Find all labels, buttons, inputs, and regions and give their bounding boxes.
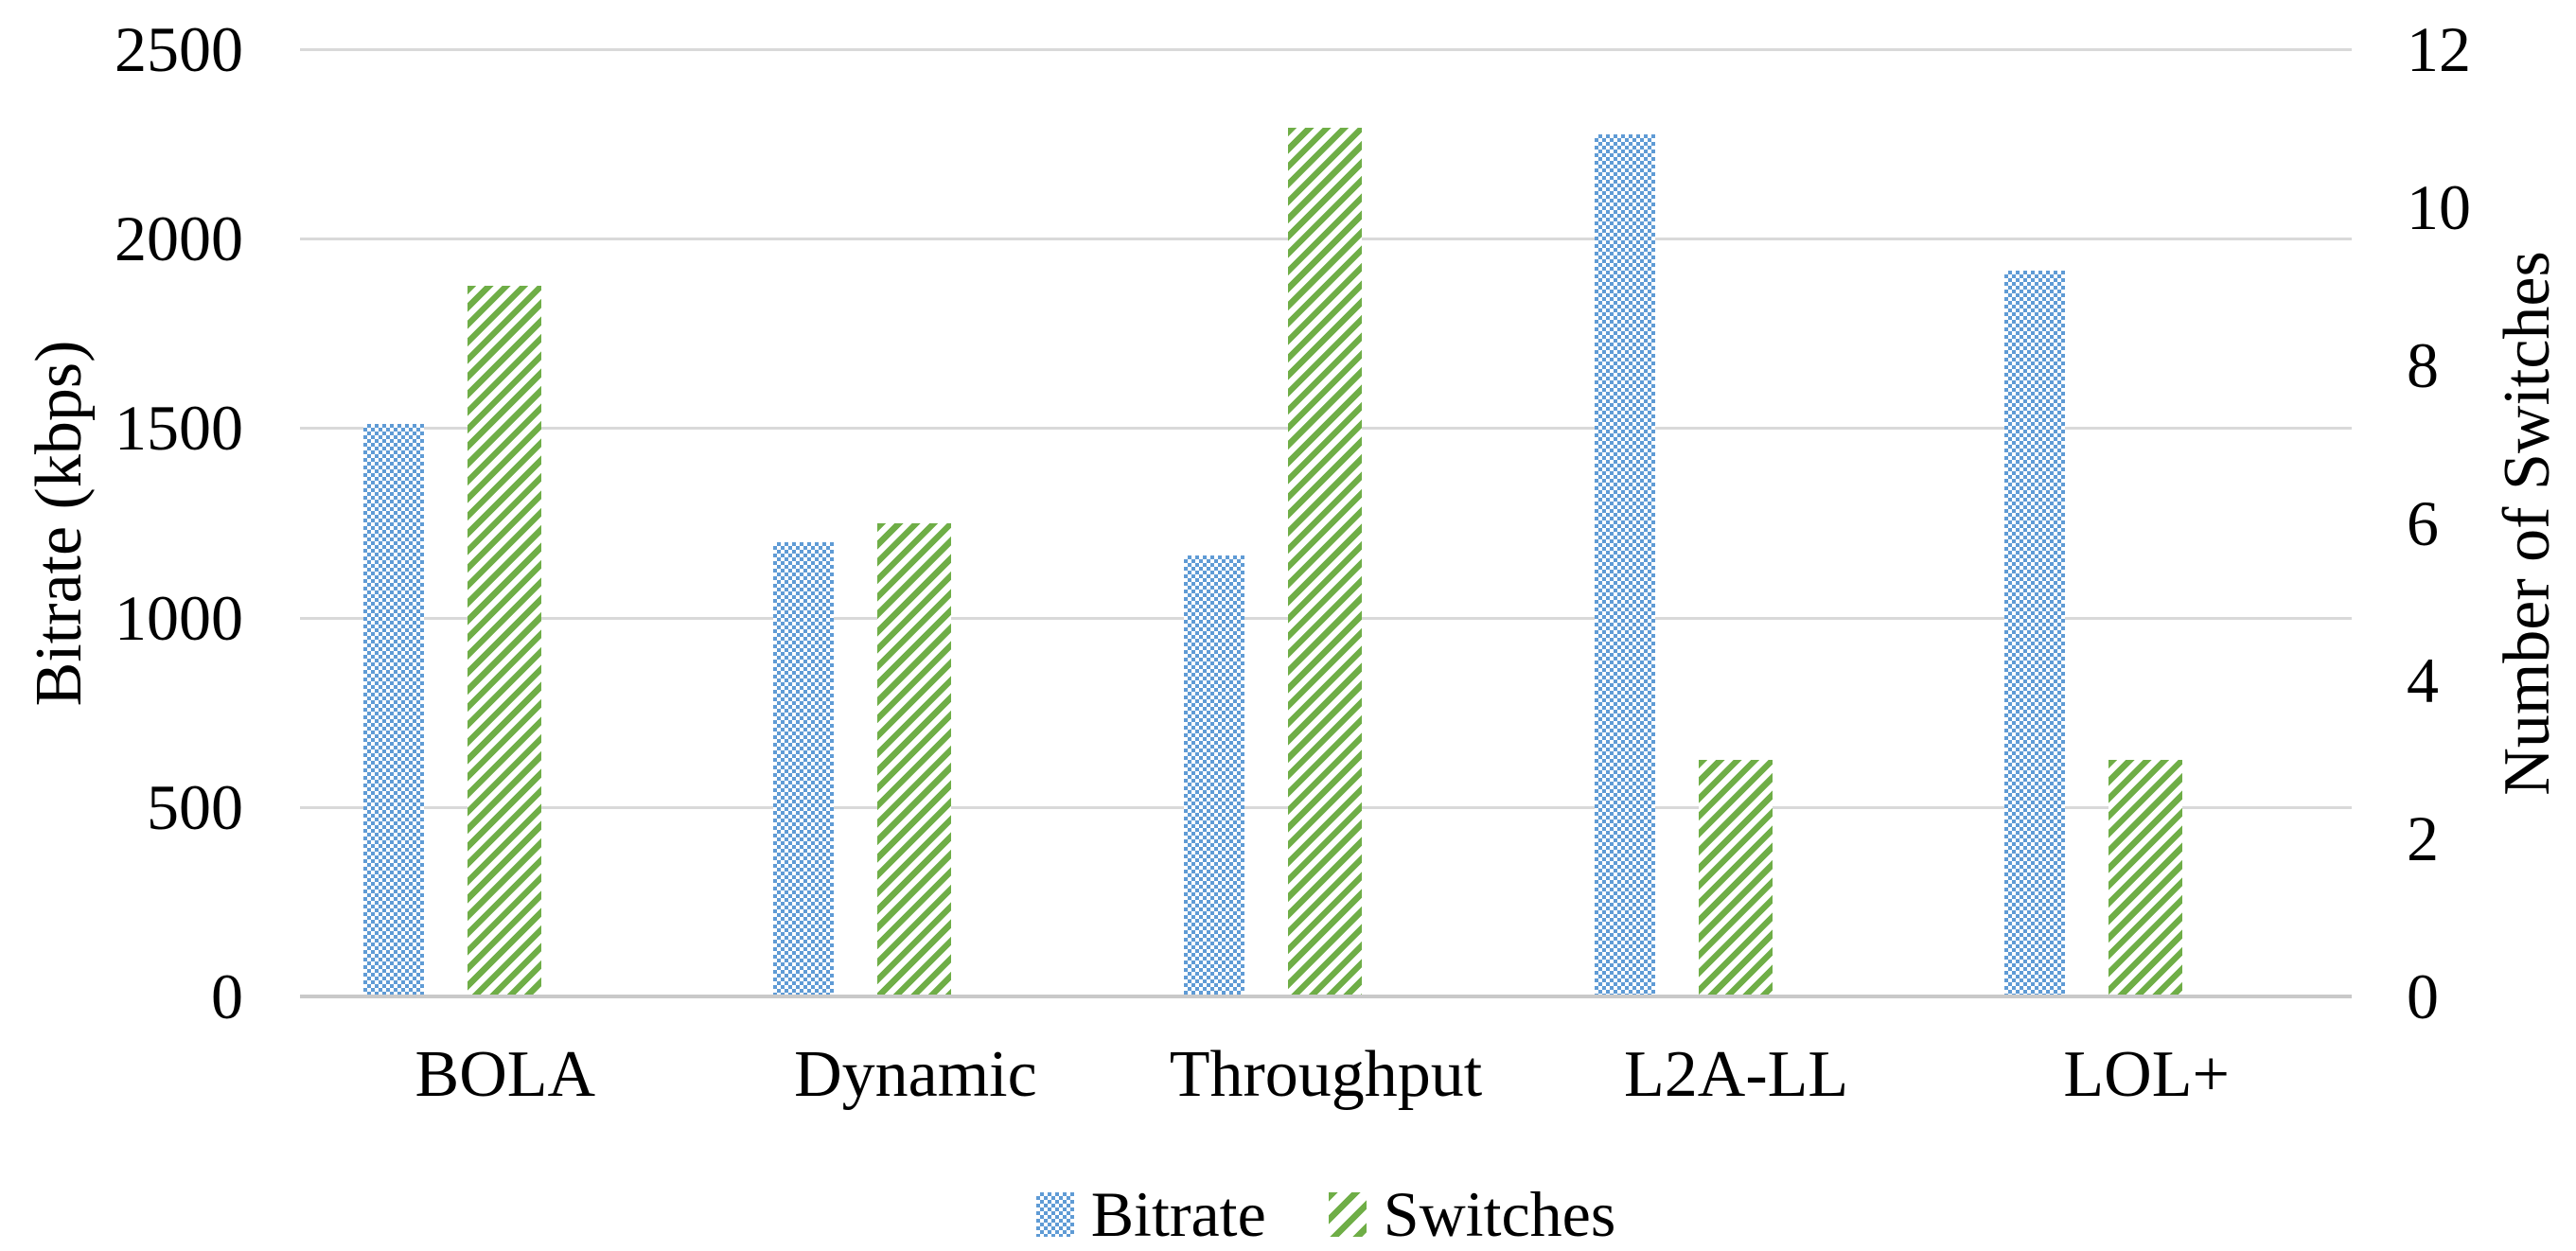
bar-switches-l2a-ll	[1698, 759, 1773, 996]
legend-swatch-switches	[1328, 1191, 1367, 1237]
category-label-throughput: Throughput	[1169, 1038, 1483, 1111]
legend-swatch-bitrate	[1035, 1191, 1074, 1237]
left-tick-label: 1000	[115, 581, 243, 654]
category-label-lol+: LOL+	[2063, 1038, 2230, 1111]
bar-bitrate-dynamic	[773, 541, 835, 996]
bar-bitrate-l2a-ll	[1594, 134, 1655, 996]
bar-switches-throughput	[1288, 128, 1362, 996]
bar-bitrate-lol+	[2004, 271, 2066, 996]
bar-switches-bola	[467, 286, 541, 996]
legend-label: Bitrate	[1090, 1178, 1266, 1250]
category-label-dynamic: Dynamic	[794, 1038, 1037, 1111]
bar-bitrate-bola	[362, 424, 424, 996]
legend-label: Switches	[1383, 1178, 1616, 1250]
bar-bitrate-throughput	[1184, 555, 1244, 996]
right-tick-label: 6	[2407, 486, 2439, 559]
right-tick-label: 2	[2407, 802, 2439, 875]
plot-area	[300, 48, 2352, 998]
right-tick-label: 0	[2407, 960, 2439, 1032]
category-label-l2a-ll: L2A-LL	[1624, 1038, 1849, 1111]
category-label-bola: BOLA	[415, 1038, 596, 1111]
left-tick-label: 0	[211, 960, 243, 1032]
left-tick-label: 2000	[115, 203, 243, 275]
left-tick-label: 2500	[115, 13, 243, 85]
y-axis-title-right: Number of Switches	[2491, 251, 2564, 796]
legend-item-bitrate: Bitrate	[1035, 1178, 1266, 1250]
bar-switches-lol+	[2108, 759, 2183, 996]
legend-item-switches: Switches	[1328, 1178, 1616, 1250]
x-axis-line	[300, 995, 2352, 998]
right-tick-label: 10	[2407, 170, 2471, 243]
right-tick-label: 4	[2407, 644, 2439, 717]
legend: Bitrate Switches	[300, 1172, 2352, 1251]
gridline	[300, 48, 2352, 51]
right-tick-label: 8	[2407, 328, 2439, 401]
left-tick-label: 500	[147, 770, 243, 843]
left-tick-label: 1500	[115, 392, 243, 465]
right-tick-label: 12	[2407, 13, 2471, 85]
bar-switches-dynamic	[877, 522, 952, 996]
